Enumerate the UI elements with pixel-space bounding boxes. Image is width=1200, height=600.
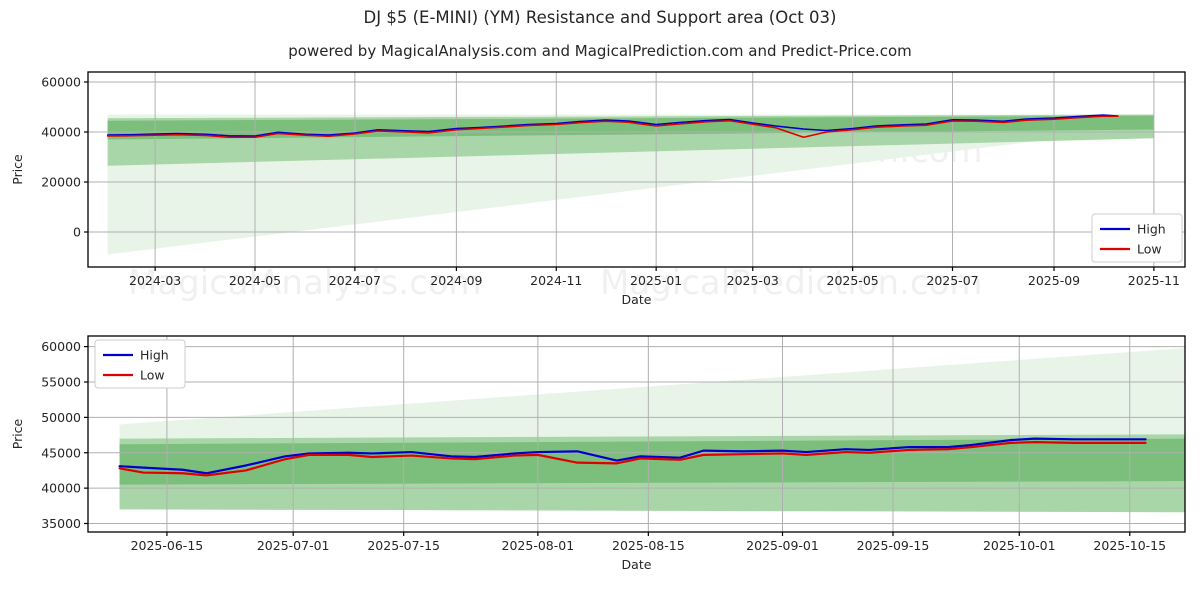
x-tick-label: 2025-07-01 <box>257 538 330 553</box>
x-tick-label: 2025-09-01 <box>746 538 819 553</box>
x-tick-label: 2025-03 <box>727 273 779 288</box>
series-layer <box>118 437 1147 477</box>
x-tick-label: 2025-10-15 <box>1093 538 1166 553</box>
axis-ticks: 35000 40000 45000 50000 55000 60000 2025-06-15… <box>41 339 1166 553</box>
x-axis-title: Date <box>622 557 652 572</box>
series-line-low <box>106 115 1119 139</box>
x-tick-label: 2025-09-15 <box>857 538 930 553</box>
x-tick-label: 2025-11 <box>1128 273 1180 288</box>
plot-frame <box>87 71 1186 268</box>
x-tick-label: 2025-09 <box>1028 273 1080 288</box>
watermark-text: MagicalPrediction.com <box>600 263 983 303</box>
x-axis-title: Date <box>622 292 652 307</box>
y-tick-label: 45000 <box>41 445 81 460</box>
legend-label-high: High <box>1137 222 1166 237</box>
y-tick-label: 50000 <box>41 410 81 425</box>
legend-label-low: Low <box>140 368 165 383</box>
y-tick-label: 60000 <box>41 75 81 90</box>
y-tick-label: 40000 <box>41 481 81 496</box>
page-title: DJ $5 (E-MINI) (YM) Resistance and Suppo… <box>363 8 837 27</box>
watermark-text: MagicalAnalysis.com <box>128 263 482 303</box>
y-axis-title: Price <box>10 154 25 185</box>
x-tick-label: 2025-01 <box>630 273 682 288</box>
series-line-low <box>118 441 1147 477</box>
y-tick-label: 35000 <box>41 516 81 531</box>
x-tick-label: 2025-07-15 <box>367 538 440 553</box>
top-chart-container: MagicalAnalysis.com MagicalPrediction.com… <box>0 62 1200 322</box>
x-tick-label: 2025-07 <box>926 273 978 288</box>
x-tick-label: 2024-11 <box>530 273 582 288</box>
legend-label-high: High <box>140 348 169 363</box>
axis-ticks: 0 20000 40000 60000 2024-03 2024-05 2024-07 202… <box>41 75 1180 289</box>
bottom-chart-container: MagicalAnalysis.comMagicalPrediction.com… <box>0 326 1200 600</box>
x-tick-label: 2024-03 <box>129 273 181 288</box>
y-tick-label: 20000 <box>41 175 81 190</box>
series-line-high <box>106 114 1119 137</box>
series-layer <box>106 114 1119 139</box>
x-tick-label: 2025-08-15 <box>612 538 685 553</box>
y-tick-label: 40000 <box>41 125 81 140</box>
x-tick-label: 2024-07 <box>329 273 381 288</box>
y-tick-label: 60000 <box>41 339 81 354</box>
legend: High Low <box>94 339 186 389</box>
x-tick-label: 2025-08-01 <box>502 538 575 553</box>
x-tick-label: 2025-06-15 <box>131 538 204 553</box>
gridlines <box>88 72 1185 267</box>
bottom-chart-svg: MagicalAnalysis.comMagicalPrediction.com… <box>10 335 1186 572</box>
series-line-high <box>118 437 1147 475</box>
y-axis-title: Price <box>10 418 25 449</box>
x-tick-label: 2024-09 <box>430 273 482 288</box>
y-tick-label: 0 <box>73 225 81 240</box>
x-tick-label: 2025-10-01 <box>983 538 1056 553</box>
plot-frame <box>87 335 1186 533</box>
legend: High Low <box>1091 213 1183 263</box>
legend-label-low: Low <box>1137 242 1162 257</box>
top-chart-svg: MagicalAnalysis.com MagicalPrediction.com… <box>10 71 1186 307</box>
y-tick-label: 55000 <box>41 374 81 389</box>
page-subtitle: powered by MagicalAnalysis.com and Magic… <box>288 42 912 60</box>
gridlines <box>88 336 1185 532</box>
band-layer <box>107 114 1154 255</box>
band-resistance-support-core <box>107 115 1154 140</box>
x-tick-label: 2024-05 <box>229 273 281 288</box>
x-tick-label: 2025-05 <box>827 273 879 288</box>
